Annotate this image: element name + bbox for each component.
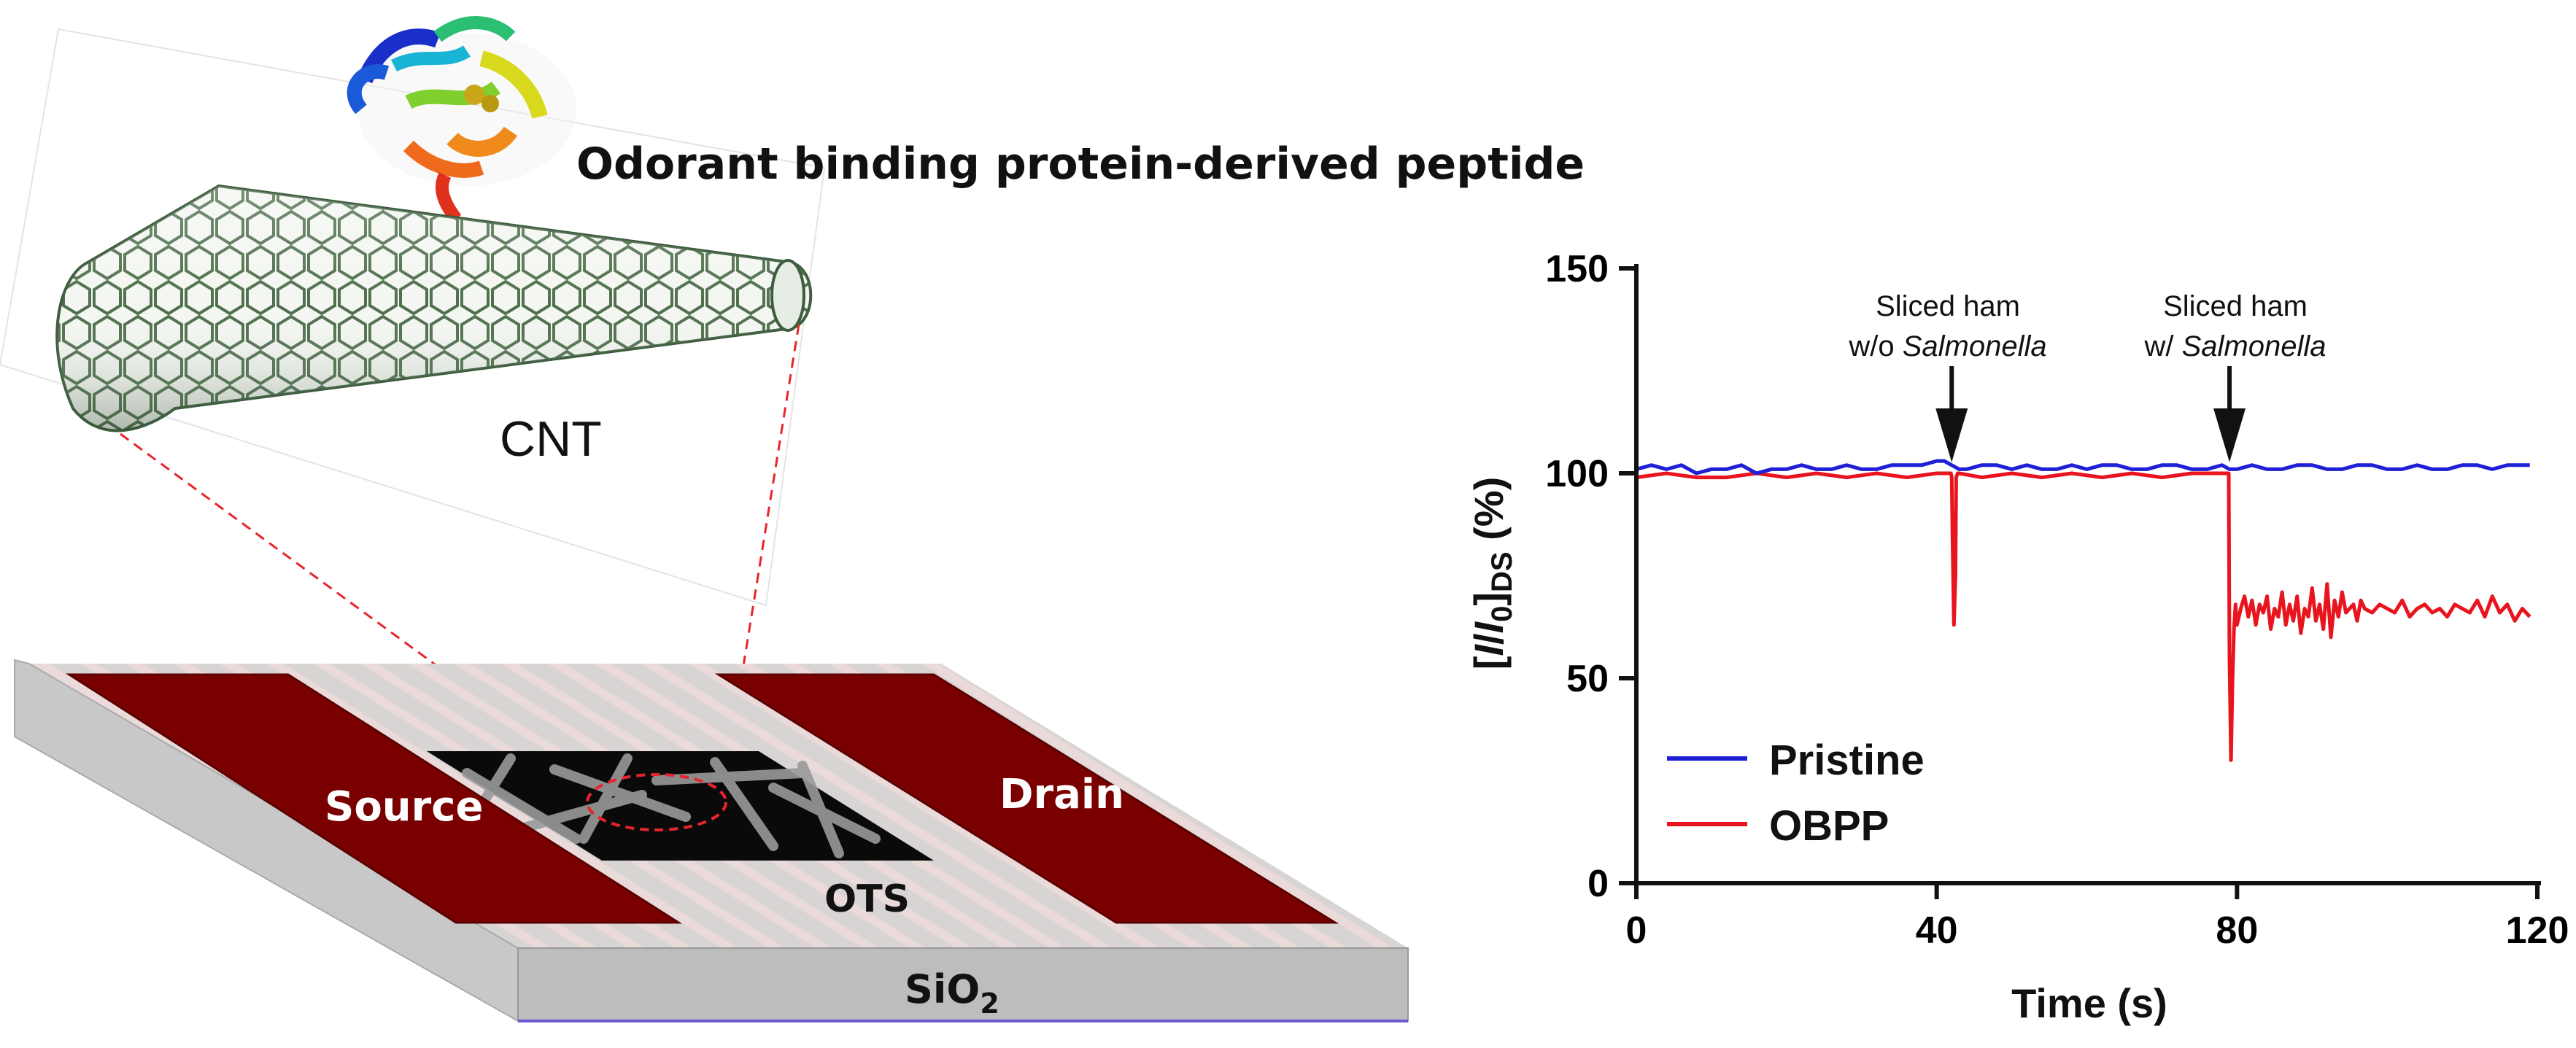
ticks: 0 40 80 120 0 50 100 150 [1545, 248, 2569, 952]
x-tick-label: 120 [2506, 909, 2569, 952]
y-tick-label: 0 [1587, 863, 1609, 905]
drain-electrode [714, 673, 1339, 924]
device-illustration: Odorant binding protein-derived peptide … [0, 16, 1585, 1022]
legend-label-pristine: Pristine [1769, 737, 1925, 784]
annotation-arrowhead [1935, 408, 1968, 462]
source-label: Source [325, 783, 483, 831]
plot-marks [1636, 459, 2531, 762]
legend: Pristine OBPP [1667, 737, 1925, 850]
series-line-pristine [1636, 459, 2530, 476]
y-tick-label: 100 [1545, 453, 1609, 495]
drain-label: Drain [999, 771, 1124, 818]
series-line-obpp [1636, 471, 2531, 762]
x-tick-label: 80 [2216, 909, 2258, 952]
source-electrode [65, 673, 683, 924]
cnt-tube [55, 184, 813, 432]
annotation-arrowhead [2213, 408, 2246, 462]
x-axis-label: Time (s) [2011, 980, 2167, 1026]
cnt-label: CNT [500, 411, 602, 467]
annotation-without-salmonella: Sliced ham w/o Salmonella [1848, 290, 2047, 462]
annotation-with-salmonella: Sliced ham w/ Salmonella [2143, 290, 2326, 462]
substrate-subscript: 2 [980, 987, 999, 1020]
legend-label-obpp: OBPP [1769, 802, 1889, 850]
peptide-label: Odorant binding protein-derived peptide [576, 139, 1585, 190]
x-tick-label: 40 [1916, 909, 1958, 952]
protein-structure-image [347, 16, 576, 223]
x-tick-label: 0 [1626, 909, 1647, 952]
annotation-line2: w/o Salmonella [1848, 330, 2046, 362]
y-tick-label: 50 [1566, 658, 1609, 700]
y-axis-label: [I/I0]DS (%) [1466, 477, 1518, 669]
annotation-line1: Sliced ham [2163, 290, 2308, 322]
axes [1634, 264, 2541, 885]
substrate-label: SiO2 [905, 966, 999, 1020]
annotation-line1: Sliced ham [1876, 290, 2020, 322]
y-tick-label: 150 [1545, 248, 1609, 290]
ots-label: OTS [824, 877, 910, 921]
annotation-line2: w/ Salmonella [2143, 330, 2326, 362]
